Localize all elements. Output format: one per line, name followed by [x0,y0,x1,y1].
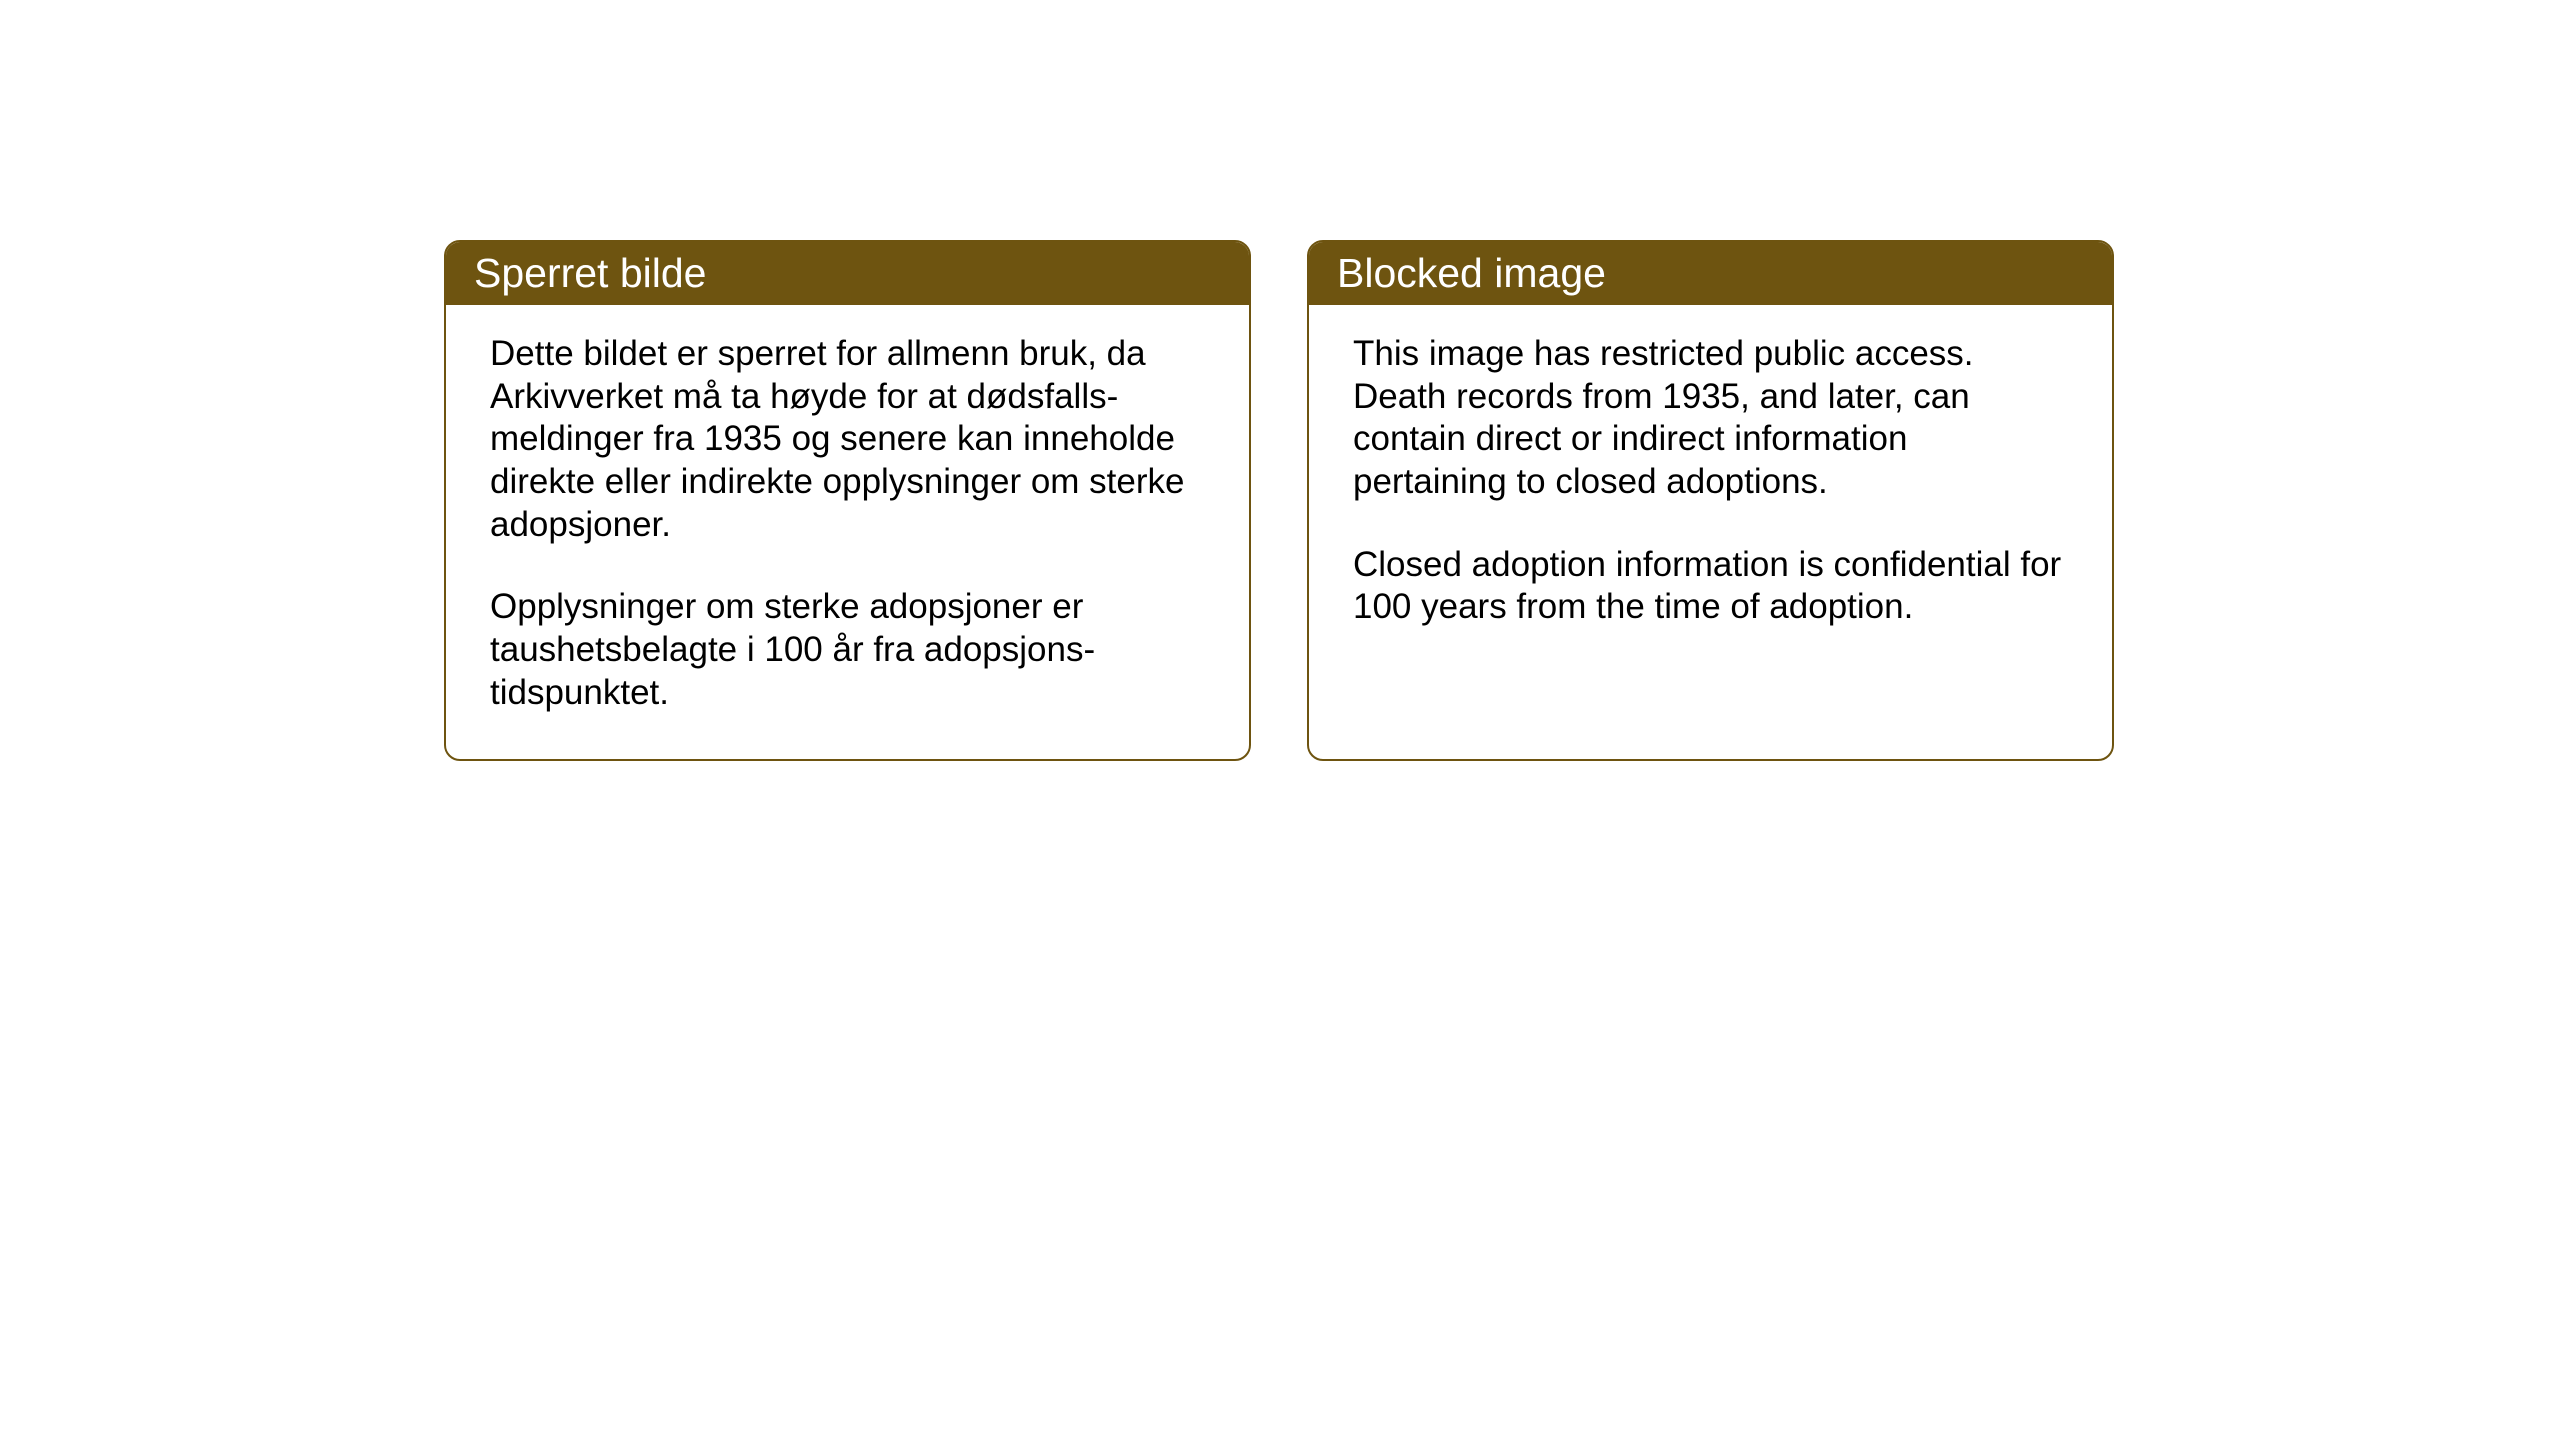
english-paragraph-2: Closed adoption information is confident… [1353,544,2068,629]
cards-container: Sperret bilde Dette bildet er sperret fo… [444,240,2114,761]
english-card-body: This image has restricted public access.… [1309,305,2112,673]
norwegian-paragraph-1: Dette bildet er sperret for allmenn bruk… [490,333,1205,546]
norwegian-card-body: Dette bildet er sperret for allmenn bruk… [446,305,1249,759]
norwegian-card: Sperret bilde Dette bildet er sperret fo… [444,240,1251,761]
english-card-title: Blocked image [1309,242,2112,305]
norwegian-paragraph-2: Opplysninger om sterke adopsjoner er tau… [490,586,1205,714]
english-card: Blocked image This image has restricted … [1307,240,2114,761]
english-paragraph-1: This image has restricted public access.… [1353,333,2068,504]
norwegian-card-title: Sperret bilde [446,242,1249,305]
